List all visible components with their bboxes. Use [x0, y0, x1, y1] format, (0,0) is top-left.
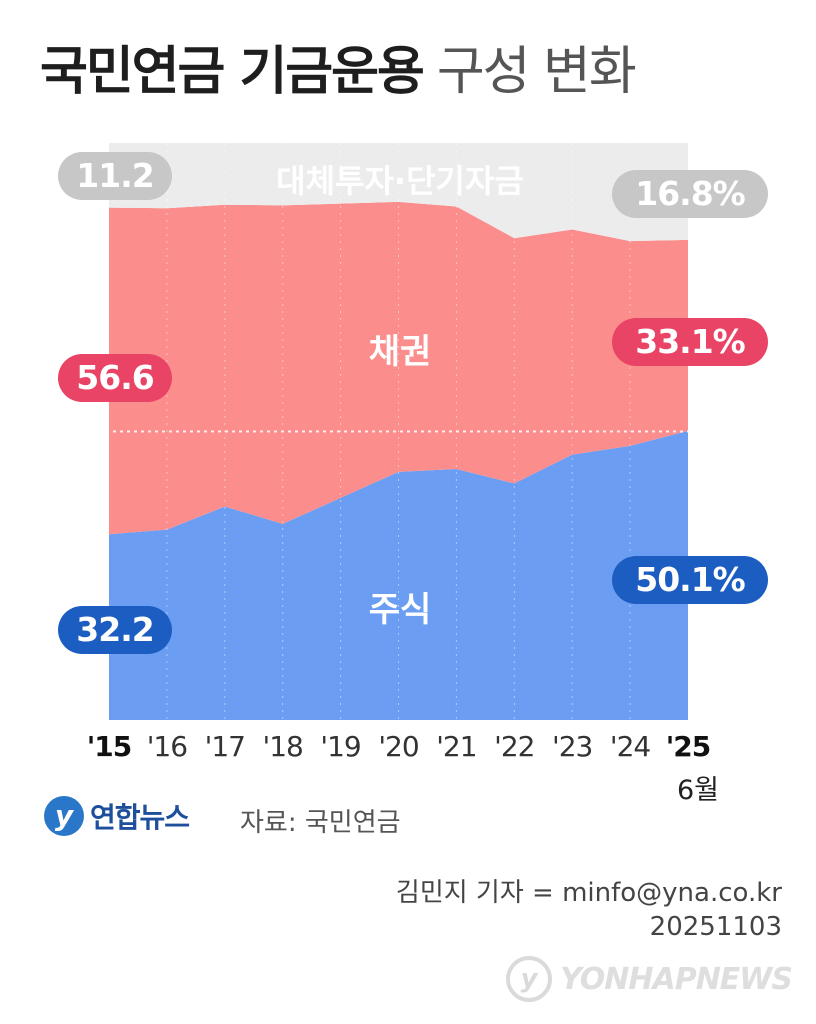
- title-sub: 구성 변화: [436, 42, 637, 102]
- yonhap-logo: y 연합뉴스: [44, 796, 190, 836]
- credit: 김민지 기자 = minfo@yna.co.kr 20251103: [396, 876, 782, 944]
- publish-date: 20251103: [649, 912, 782, 942]
- chart-title: 국민연금 기금운용 구성 변화: [40, 42, 637, 102]
- start-value-stocks: 32.2: [58, 606, 172, 654]
- end-value-alternative: 16.8%: [612, 170, 768, 218]
- x-tick-label: '16: [146, 730, 188, 763]
- watermark-icon: y: [506, 956, 553, 1002]
- source-note: 자료: 국민연금: [240, 808, 401, 838]
- reporter-credit: 김민지 기자 = minfo@yna.co.kr: [395, 878, 782, 908]
- x-tick-label: '22: [494, 730, 535, 763]
- series-label-stocks: 주식: [368, 590, 432, 630]
- area-alternative: [109, 143, 688, 242]
- x-tick-label: '24: [609, 730, 651, 763]
- x-tick-label: '18: [262, 730, 304, 763]
- yonhap-logo-text: 연합뉴스: [90, 801, 190, 834]
- chart-areas: [109, 143, 688, 720]
- area-bonds: [109, 201, 688, 535]
- watermark-text: YONHAPNEWS: [560, 961, 793, 997]
- start-value-bonds: 56.6: [58, 354, 172, 402]
- watermark: y YONHAPNEWS: [506, 956, 793, 1002]
- area-stocks: [109, 430, 688, 720]
- yonhap-logo-icon: y: [44, 796, 84, 836]
- end-value-bonds: 33.1%: [612, 318, 768, 366]
- x-tick-label: '17: [204, 730, 246, 763]
- series-label-bonds: 채권: [368, 332, 432, 372]
- title-main: 국민연금 기금운용: [40, 42, 425, 102]
- x-tick-label: '21: [436, 730, 477, 763]
- series-label-alternative: 대체투자·단기자금: [276, 162, 524, 200]
- start-value-alternative: 11.2: [58, 152, 172, 200]
- x-tick-label: '15: [86, 730, 133, 763]
- x-axis-sublabel: 6월: [676, 775, 720, 806]
- x-tick-label: '19: [320, 730, 361, 763]
- end-value-stocks: 50.1%: [612, 556, 768, 604]
- y-reference-label: 50: [40, 424, 63, 445]
- x-tick-label: '23: [552, 730, 593, 763]
- x-tick-label: '25: [665, 730, 712, 763]
- x-tick-label: '20: [378, 730, 419, 763]
